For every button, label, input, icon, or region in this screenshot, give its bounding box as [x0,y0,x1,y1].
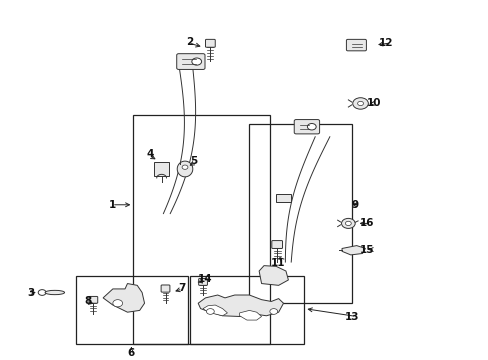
Text: 9: 9 [351,200,358,210]
Text: 7: 7 [178,283,185,293]
Text: 6: 6 [127,348,135,358]
FancyBboxPatch shape [161,285,169,292]
Bar [76,276,188,345]
Circle shape [352,98,367,109]
Text: 16: 16 [359,219,373,228]
Text: 11: 11 [270,258,285,268]
Bar [275,194,291,202]
Text: 13: 13 [345,312,359,322]
Bar [249,124,351,303]
Text: 10: 10 [366,98,381,108]
Circle shape [307,123,316,130]
Text: 8: 8 [84,297,92,306]
FancyBboxPatch shape [176,54,204,69]
FancyBboxPatch shape [294,120,319,134]
Text: 3: 3 [27,288,34,297]
Bar [154,162,168,176]
FancyBboxPatch shape [198,279,207,285]
Circle shape [38,290,46,295]
Text: 15: 15 [359,244,373,255]
Circle shape [206,309,214,314]
Polygon shape [239,310,261,320]
Circle shape [357,101,363,105]
Polygon shape [341,246,365,255]
Polygon shape [103,284,144,312]
Text: 2: 2 [185,37,193,47]
Text: 5: 5 [189,156,197,166]
Ellipse shape [45,291,64,294]
FancyBboxPatch shape [346,39,366,51]
Text: 4: 4 [146,149,154,159]
Text: 14: 14 [197,274,212,284]
FancyBboxPatch shape [205,39,215,47]
FancyBboxPatch shape [89,296,98,303]
FancyBboxPatch shape [271,240,282,248]
Circle shape [191,58,201,65]
Bar [189,276,304,345]
Circle shape [345,221,350,226]
Circle shape [269,309,277,314]
Text: 1: 1 [109,200,116,210]
Text: 12: 12 [378,37,393,48]
Bar [133,115,269,345]
Circle shape [341,219,354,228]
Polygon shape [198,295,283,316]
Polygon shape [259,266,288,285]
Polygon shape [177,161,192,177]
Circle shape [182,165,187,169]
Circle shape [113,300,122,307]
Polygon shape [203,305,227,316]
